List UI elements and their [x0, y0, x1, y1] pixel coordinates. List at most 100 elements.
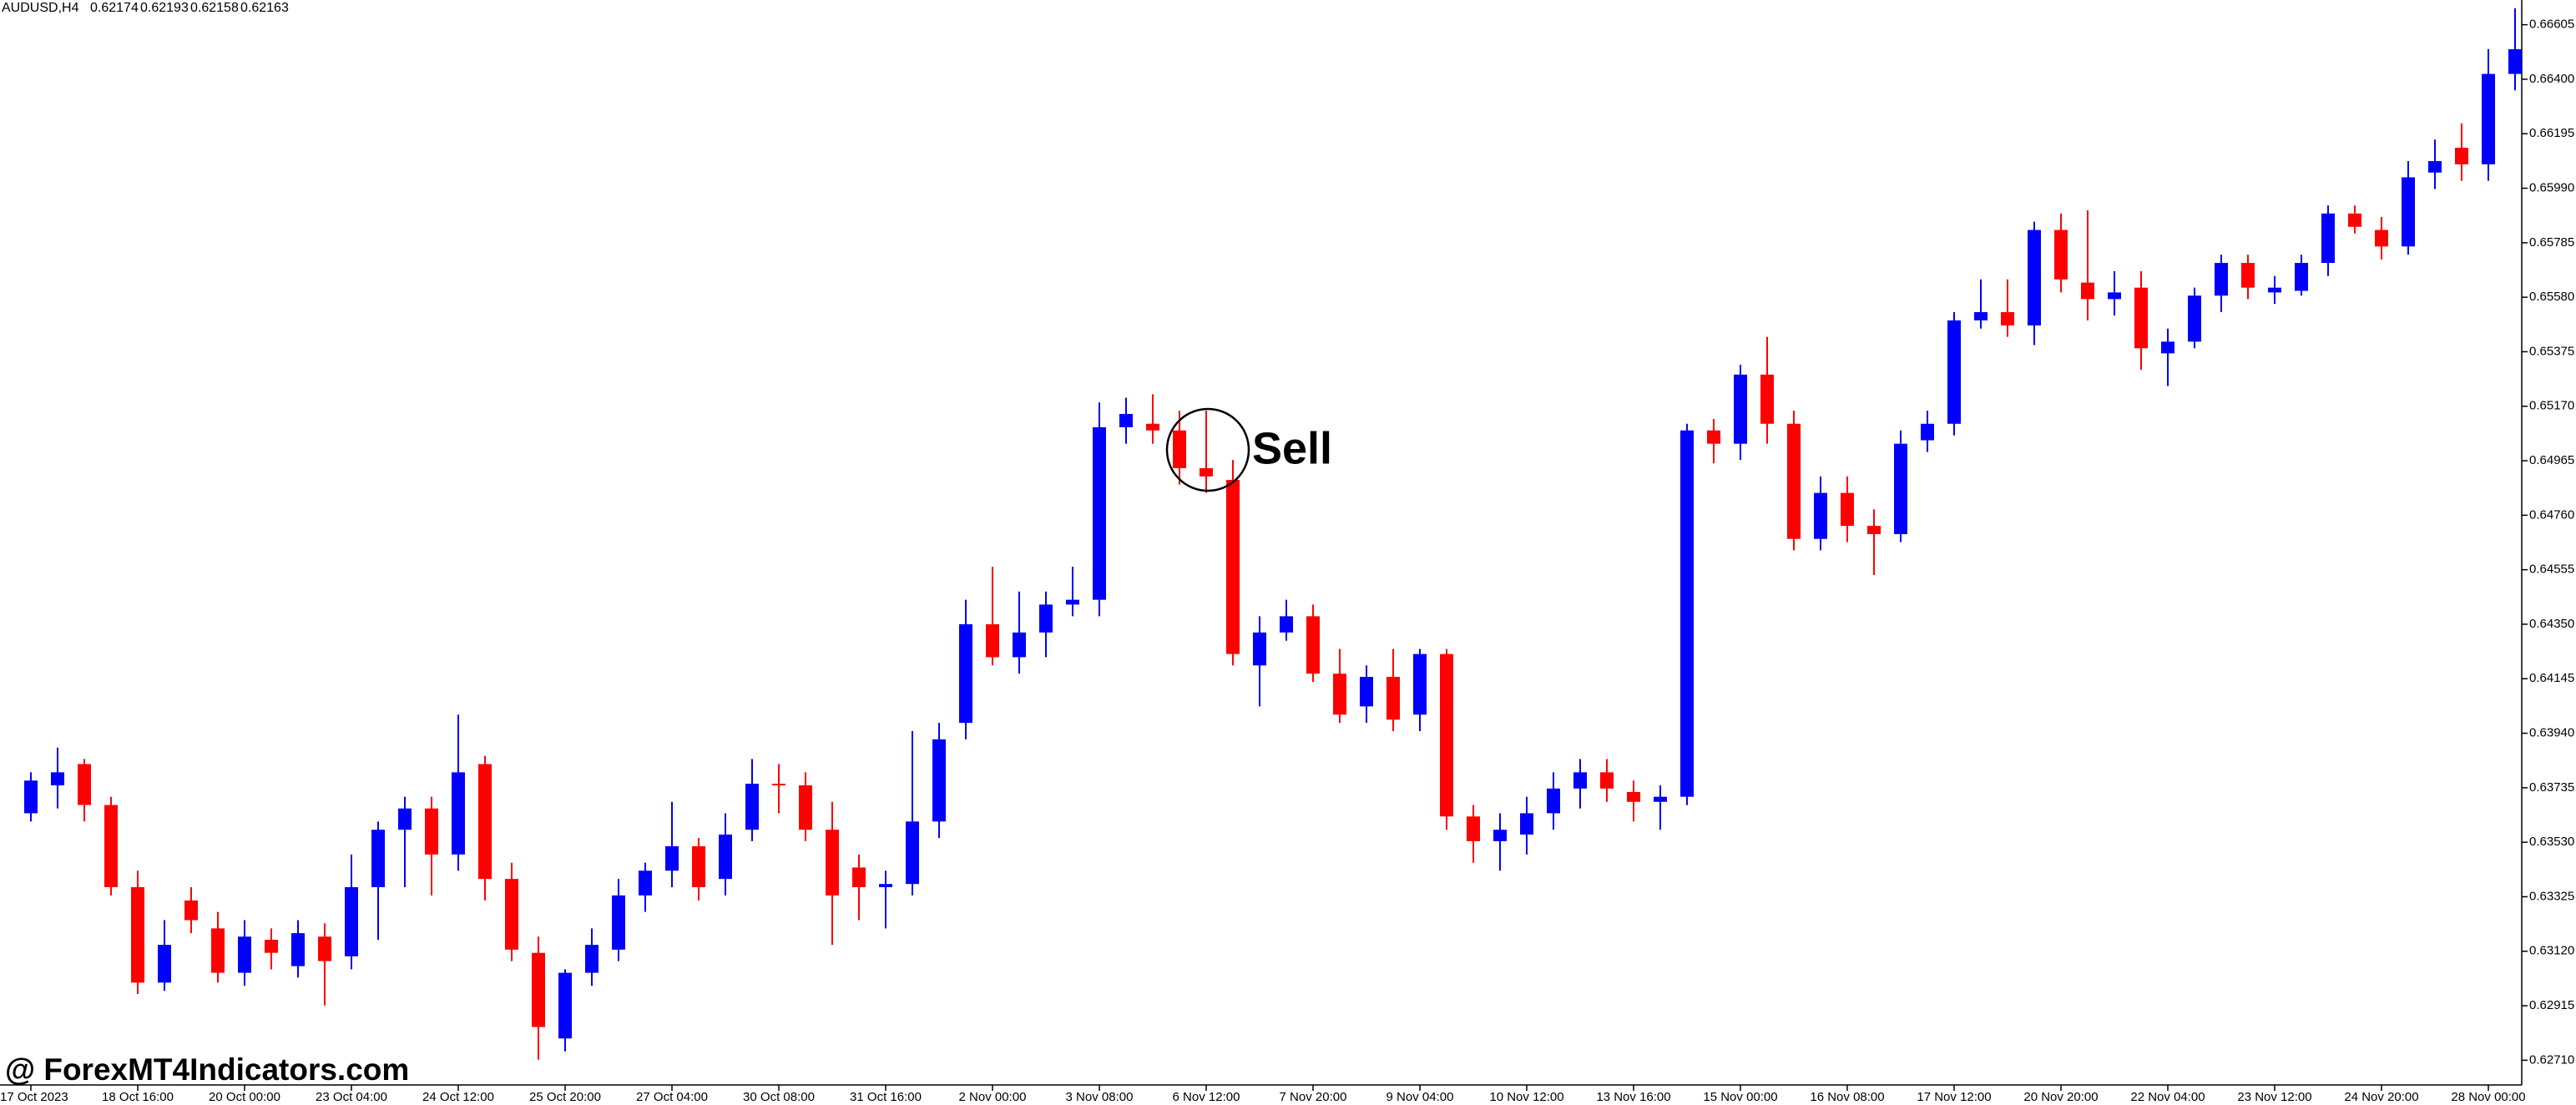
- candle-body: [1921, 423, 1934, 441]
- candle-body: [425, 808, 438, 855]
- y-tick-label: 0.63325: [2529, 889, 2574, 903]
- candle-body: [1573, 772, 1587, 789]
- y-tick-label: 0.64965: [2529, 453, 2574, 467]
- quote-value: 0.62193: [140, 1, 189, 15]
- candle-body: [612, 895, 625, 950]
- y-tick-label: 0.66400: [2529, 72, 2574, 86]
- candle-body: [158, 945, 171, 983]
- candle-body: [665, 845, 679, 871]
- candle-body: [2188, 295, 2201, 342]
- candle-body: [1119, 413, 1133, 427]
- y-tick-label: 0.63735: [2529, 780, 2574, 795]
- candle-body: [1814, 492, 1827, 539]
- candle-body: [772, 784, 785, 786]
- candle-body: [398, 808, 412, 830]
- candle-body: [291, 933, 305, 966]
- candle-body: [1707, 430, 1720, 444]
- y-tick-label: 0.64350: [2529, 617, 2574, 631]
- candle-body: [2482, 73, 2495, 164]
- candle-body: [1867, 526, 1881, 534]
- candle-body: [2508, 48, 2522, 74]
- x-tick-label: 27 Oct 04:00: [636, 1090, 708, 1104]
- x-tick-label: 24 Oct 12:00: [422, 1090, 494, 1104]
- y-tick-label: 0.65785: [2529, 235, 2574, 250]
- y-tick-label: 0.63530: [2529, 835, 2574, 849]
- candle-body: [2241, 263, 2255, 288]
- y-tick-label: 0.66195: [2529, 126, 2574, 140]
- x-tick-label: 17 Nov 12:00: [1917, 1090, 1991, 1104]
- candle-body: [2001, 311, 2014, 325]
- annotation-circle: [1165, 407, 1250, 492]
- x-tick-label: 30 Oct 08:00: [743, 1090, 815, 1104]
- x-tick-label: 7 Nov 20:00: [1280, 1090, 1347, 1104]
- candle-body: [799, 785, 812, 830]
- candle-body: [345, 886, 358, 956]
- candle-body: [585, 945, 599, 973]
- candle-body: [1841, 492, 1854, 527]
- quote-value: 0.62158: [190, 1, 239, 15]
- candle-body: [2428, 161, 2442, 173]
- x-tick-label: 24 Nov 20:00: [2344, 1090, 2418, 1104]
- candle-body: [2268, 287, 2281, 293]
- x-tick-label: 17 Oct 2023: [0, 1090, 68, 1104]
- candle-body: [2321, 213, 2335, 264]
- candle-body: [2054, 230, 2068, 280]
- candle-body: [2402, 177, 2415, 247]
- candle-body: [2134, 287, 2148, 349]
- candle-body: [1787, 423, 1801, 539]
- candle-body: [1253, 632, 1266, 666]
- candle-body: [1333, 674, 1346, 715]
- candle-body: [1467, 816, 1480, 841]
- candle-body: [639, 870, 652, 896]
- candle-body: [1493, 830, 1507, 841]
- candle-body: [2375, 230, 2388, 247]
- candle-body: [1654, 796, 1667, 802]
- y-tick-label: 0.65580: [2529, 290, 2574, 304]
- candle-body: [692, 845, 705, 887]
- candle-body: [1226, 479, 1240, 654]
- y-tick-label: 0.64555: [2529, 563, 2574, 577]
- candle-body: [1093, 426, 1106, 600]
- candle-body: [1440, 653, 1453, 817]
- candle-body: [986, 623, 999, 658]
- candle-body: [1386, 677, 1400, 720]
- y-tick-label: 0.65375: [2529, 344, 2574, 358]
- candle-body: [1600, 772, 1614, 789]
- candle-body: [2081, 282, 2094, 300]
- candle-body: [852, 867, 866, 887]
- candle-body: [2295, 263, 2308, 291]
- x-tick-label: 6 Nov 12:00: [1173, 1090, 1240, 1104]
- candle-body: [452, 772, 465, 855]
- candle-body: [184, 900, 198, 921]
- candle-body: [745, 784, 759, 830]
- candle-body: [1760, 374, 1774, 424]
- candle-body: [1734, 374, 1747, 444]
- candle-body: [558, 972, 572, 1039]
- candle-body: [238, 936, 251, 973]
- candle-body: [1280, 616, 1293, 633]
- quote-value: 0.62174: [90, 1, 139, 15]
- candle-body: [879, 884, 892, 887]
- candle-body: [1146, 423, 1159, 431]
- y-tick-label: 0.65170: [2529, 399, 2574, 413]
- candle-body: [959, 623, 972, 724]
- candle-body: [906, 821, 919, 885]
- candle-body: [318, 936, 331, 961]
- annotation: Sell: [1252, 423, 1332, 473]
- x-tick-label: 28 Nov 00:00: [2451, 1090, 2525, 1104]
- candle-body: [1947, 320, 1961, 424]
- x-tick-label: 9 Nov 04:00: [1386, 1090, 1454, 1104]
- y-tick-label: 0.62915: [2529, 998, 2574, 1012]
- candle-body: [1013, 632, 1026, 658]
- x-tick-label: 20 Oct 00:00: [209, 1090, 280, 1104]
- candle-body: [478, 764, 492, 880]
- x-tick-label: 22 Nov 04:00: [2130, 1090, 2205, 1104]
- candle-body: [78, 764, 91, 805]
- x-tick-label: 23 Oct 04:00: [316, 1090, 387, 1104]
- candle-body: [932, 739, 946, 822]
- candle-body: [1680, 430, 1694, 797]
- candle-body: [1306, 616, 1320, 674]
